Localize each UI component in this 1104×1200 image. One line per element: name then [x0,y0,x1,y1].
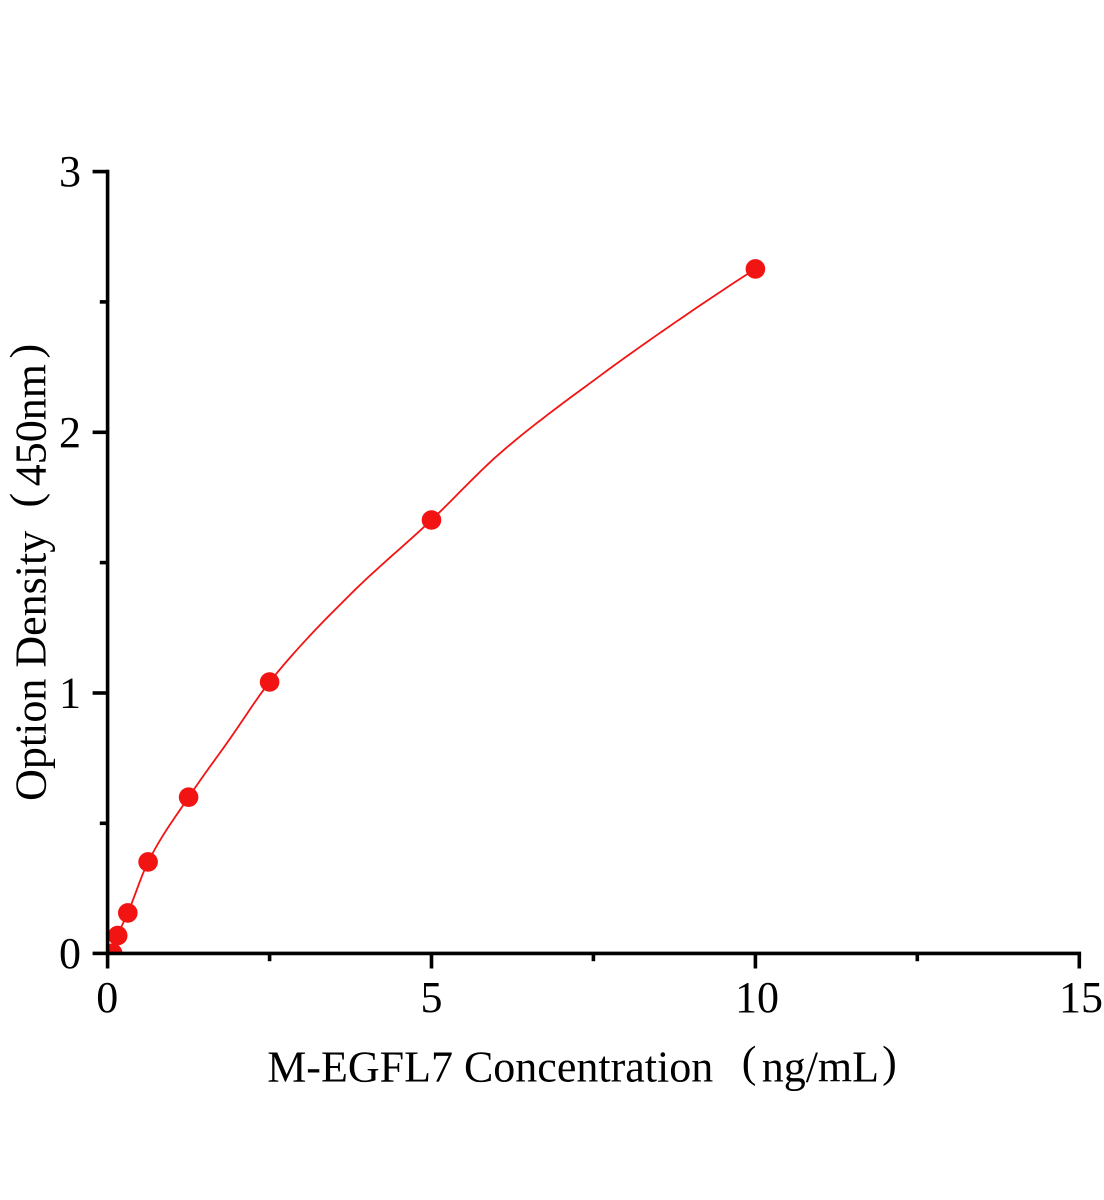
svg-text:0: 0 [59,929,81,978]
svg-text:0: 0 [96,973,118,1022]
svg-text:1: 1 [59,669,81,718]
svg-text:5: 5 [421,973,443,1022]
svg-text:3: 3 [59,147,81,196]
svg-text:10: 10 [735,973,779,1022]
svg-text:2: 2 [59,408,81,457]
svg-text:15: 15 [1059,973,1103,1022]
svg-text:Option Density(450nm): Option Density(450nm) [1,344,55,801]
svg-text:M-EGFL7 Concentration(ng/mL): M-EGFL7 Concentration(ng/mL) [267,1037,897,1091]
